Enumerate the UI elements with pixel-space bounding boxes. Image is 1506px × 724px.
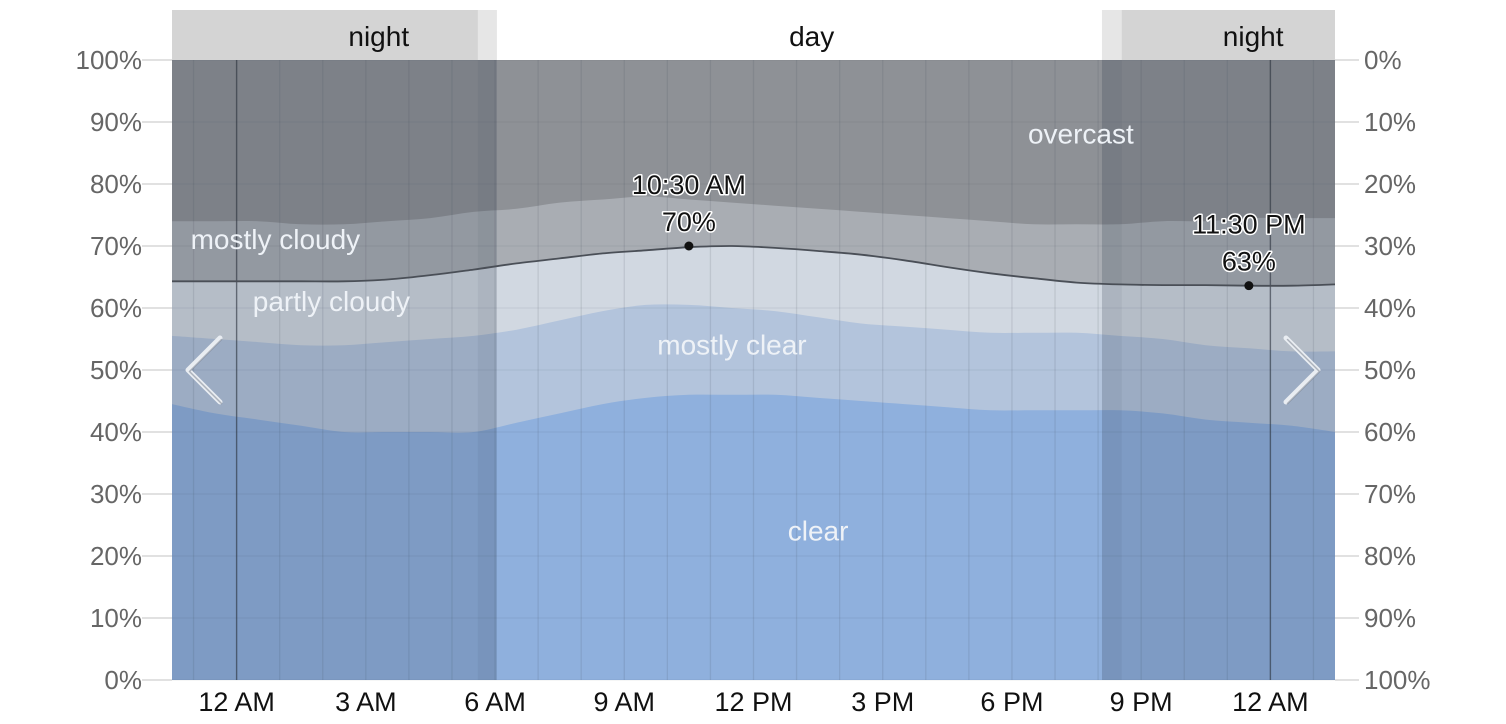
x-tick-label: 12 PM [714, 687, 792, 717]
y-left-tick-label: 60% [90, 293, 142, 323]
chevron-right-icon[interactable] [1283, 335, 1321, 405]
day-label: day [789, 21, 834, 52]
x-tick-label: 3 AM [335, 687, 397, 717]
cloud-cover-curve [172, 245, 1336, 287]
y-right-tick-label: 0% [1364, 45, 1402, 75]
cloud-cover-line [172, 245, 1336, 287]
y-left-tick-label: 90% [90, 107, 142, 137]
callout-point [684, 241, 694, 251]
twilight-header-block [1101, 10, 1122, 60]
band-label-mostly-clear: mostly clear [657, 330, 806, 361]
band-labels: overcast mostly cloudy partly cloudy mostly… [191, 119, 1134, 547]
twilight-header-block [477, 10, 497, 60]
y-axis-right: 100% 90% 80% 70% 60% 50% 40% 30% 20% 10% 0% [1335, 45, 1431, 695]
x-tick-label: 12 AM [198, 687, 275, 717]
y-axis-left: 0% 10% 20% 30% 40% 50% 60% 70% 80% 90% 100% [76, 45, 172, 695]
y-right-tick-label: 90% [1364, 603, 1416, 633]
night-label: night [348, 21, 409, 52]
y-left-tick-label: 20% [90, 541, 142, 571]
x-tick-label: 3 PM [851, 687, 914, 717]
chevron-right-shadow [1286, 338, 1321, 405]
band-label-overcast: overcast [1028, 119, 1134, 150]
callouts: 10:30 AM 70% 11:30 PM 63% [630, 169, 1307, 291]
callout-value: 70% [662, 207, 716, 237]
y-right-tick-label: 80% [1364, 541, 1416, 571]
x-tick-label: 6 PM [980, 687, 1043, 717]
navigation[interactable] [185, 335, 1321, 405]
night-label: night [1223, 21, 1284, 52]
x-axis: 12 AM 3 AM 6 AM 9 AM 12 PM 3 PM 6 PM 9 PM 12 AM [198, 687, 1308, 717]
day-header-block [496, 10, 1102, 60]
twilight-shade [477, 60, 497, 680]
y-left-tick-label: 80% [90, 169, 142, 199]
day-night-header: night day night [172, 10, 1335, 60]
night-shading [172, 60, 1335, 680]
y-right-tick-label: 40% [1364, 293, 1416, 323]
night-shade [172, 60, 497, 680]
night-header-block [1101, 10, 1335, 60]
y-left-tick-label: 50% [90, 355, 142, 385]
x-tick-label: 9 PM [1110, 687, 1173, 717]
y-left-tick-label: 30% [90, 479, 142, 509]
y-left-tick-label: 10% [90, 603, 142, 633]
y-right-tick-label: 70% [1364, 479, 1416, 509]
twilight-shade [1101, 60, 1122, 680]
x-tick-label: 9 AM [594, 687, 656, 717]
band-label-mostly-cloudy: mostly cloudy [191, 224, 361, 255]
night-shade [1101, 60, 1335, 680]
y-right-tick-label: 10% [1364, 107, 1416, 137]
x-tick-label: 6 AM [464, 687, 526, 717]
y-right-tick-label: 30% [1364, 231, 1416, 261]
chevron-left-icon[interactable] [185, 335, 223, 405]
night-header-block [172, 10, 497, 60]
cloud-cover-bands [172, 60, 1335, 680]
band-clear [172, 394, 1335, 680]
x-tick-label: 12 AM [1232, 687, 1309, 717]
y-right-tick-label: 20% [1364, 169, 1416, 199]
callout-time: 11:30 PM [1192, 210, 1306, 240]
band-label-clear: clear [788, 516, 849, 547]
y-left-tick-label: 0% [104, 665, 142, 695]
y-right-tick-label: 50% [1364, 355, 1416, 385]
chevron-left-shadow [188, 338, 223, 405]
y-right-tick-label: 60% [1364, 417, 1416, 447]
callout-point [1244, 281, 1254, 291]
callout-time: 10:30 AM [632, 170, 746, 200]
y-left-tick-label: 40% [90, 417, 142, 447]
callout-value: 63% [1222, 247, 1276, 277]
y-left-tick-label: 100% [76, 45, 143, 75]
y-left-tick-label: 70% [90, 231, 142, 261]
band-label-partly-cloudy: partly cloudy [253, 286, 410, 317]
y-right-tick-label: 100% [1364, 665, 1431, 695]
